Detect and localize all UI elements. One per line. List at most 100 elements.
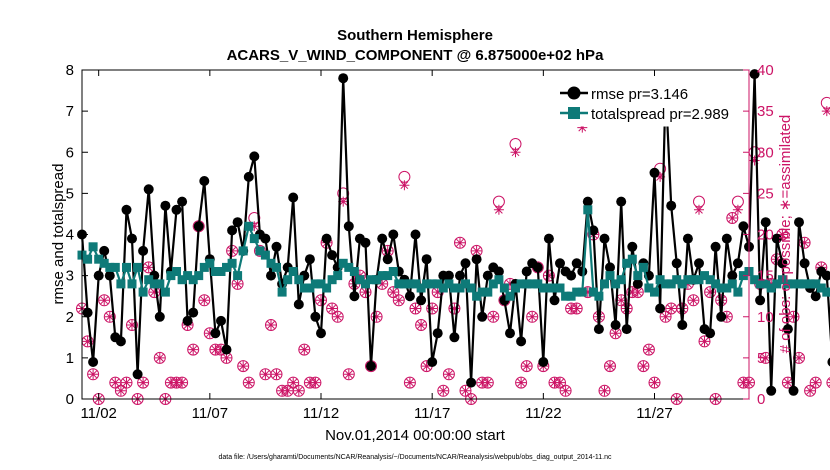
rmse-point: [271, 241, 282, 252]
totalspread-point: [472, 291, 482, 301]
totalspread-point: [755, 279, 765, 289]
rmse-point: [104, 270, 115, 281]
totalspread-point: [794, 279, 804, 289]
rmse-point: [666, 200, 677, 211]
y-axis-right: 0 5 10 15 20 25 30 35 40: [743, 62, 774, 408]
obs-assimilated-point: [527, 311, 538, 322]
rmse-point: [810, 291, 821, 302]
rmse-point: [782, 324, 793, 335]
obs-possible-point: [292, 384, 305, 397]
obs-possible-point: [426, 302, 439, 315]
totalspread-point: [600, 279, 609, 289]
rmse-point: [777, 258, 788, 269]
totalspread-point: [305, 283, 315, 293]
obs-assimilated-point: [449, 303, 460, 314]
totalspread-point: [316, 279, 326, 289]
obs-assimilated-point: [327, 303, 338, 314]
rmse-point: [788, 385, 799, 396]
rmse-point: [610, 320, 621, 330]
obs-possible-point: [520, 360, 533, 373]
rmse-point: [443, 270, 454, 281]
obs-assimilated-point: [149, 287, 160, 298]
totalspread-point: [127, 279, 137, 289]
totalspread-point: [399, 279, 409, 289]
obs-possible-point: [459, 384, 472, 397]
rmse-point: [232, 217, 243, 228]
totalspread-point: [361, 279, 370, 289]
obs-possible-point: [637, 360, 650, 373]
rmse-point: [293, 299, 304, 310]
obs-possible-point: [442, 368, 455, 381]
obs-assimilated-point: [360, 287, 371, 298]
obs-assimilated-point: [299, 344, 310, 355]
totalspread-point: [411, 279, 420, 289]
rmse-point: [799, 258, 810, 269]
obs-assimilated-point: [632, 287, 643, 298]
rmse-point: [227, 225, 238, 236]
y-left-tick-label: 4: [66, 227, 74, 244]
legend-marker-rmse: [567, 86, 581, 100]
obs-assimilated-point: [115, 385, 126, 396]
obs-assimilated-point: [110, 377, 121, 388]
rmse-point: [771, 233, 782, 244]
totalspread-point: [294, 275, 304, 285]
rmse-point: [343, 221, 354, 232]
obs-assimilated-point: [171, 377, 182, 388]
rmse-point: [154, 311, 165, 322]
rmse-point: [121, 204, 132, 215]
totalspread-point: [544, 283, 554, 293]
obs-assimilated-point: [788, 311, 799, 322]
obs-possible-point: [137, 376, 150, 389]
totalspread-point: [455, 283, 465, 293]
totalspread-point: [405, 279, 415, 289]
obs-assimilated-point: [505, 278, 515, 289]
rmse-point: [549, 295, 560, 306]
totalspread-point: [155, 279, 165, 289]
obs-assimilated-point: [410, 303, 421, 314]
rmse-point: [605, 262, 615, 273]
obs-assimilated-point: [821, 106, 830, 117]
totalspread-point: [283, 275, 293, 285]
x-tick-label: 11/27: [636, 405, 672, 422]
rmse-point: [555, 258, 565, 269]
totalspread-point: [672, 275, 682, 285]
rmse-point: [177, 196, 188, 207]
totalspread-point: [383, 271, 393, 281]
totalspread-point: [366, 275, 376, 285]
y-right-tick-label: 0: [757, 391, 765, 408]
obs-assimilated-point: [382, 245, 393, 256]
obs-assimilated-point: [266, 320, 276, 330]
rmse-point: [588, 225, 599, 236]
obs-possible-point: [114, 384, 127, 397]
totalspread-point: [427, 279, 437, 289]
y-axis-left-label: rmse and totalspread: [50, 164, 67, 305]
rmse-point: [127, 233, 137, 244]
rmse-point: [755, 295, 766, 306]
totalspread-point: [711, 279, 721, 289]
obs-possible-point: [387, 286, 400, 299]
totalspread-point: [133, 262, 143, 272]
obs-assimilated-point: [810, 377, 821, 388]
totalspread-point: [572, 287, 582, 297]
totalspread-point: [527, 279, 537, 289]
rmse-point: [694, 258, 704, 269]
rmse-point: [193, 221, 204, 232]
obs-assimilated-point: [438, 385, 449, 396]
totalspread-point: [110, 262, 120, 272]
obs-possible-point: [392, 294, 405, 307]
obs-possible-point: [287, 376, 300, 389]
rmse-point: [671, 258, 682, 269]
obs-assimilated-point: [638, 361, 649, 372]
totalspread-point: [650, 287, 659, 297]
totalspread-point: [677, 279, 687, 289]
obs-assimilated-point: [243, 377, 254, 388]
totalspread-point: [566, 291, 576, 301]
rmse-point: [455, 270, 465, 281]
obs-assimilated-point: [471, 245, 482, 256]
totalspread-point: [394, 279, 404, 289]
obs-assimilated-point: [343, 369, 354, 380]
totalspread-point: [310, 279, 320, 289]
rmse-point: [366, 361, 376, 372]
totalspread-point: [688, 275, 698, 285]
legend-label-rmse: rmse pr=3.146: [591, 86, 688, 103]
